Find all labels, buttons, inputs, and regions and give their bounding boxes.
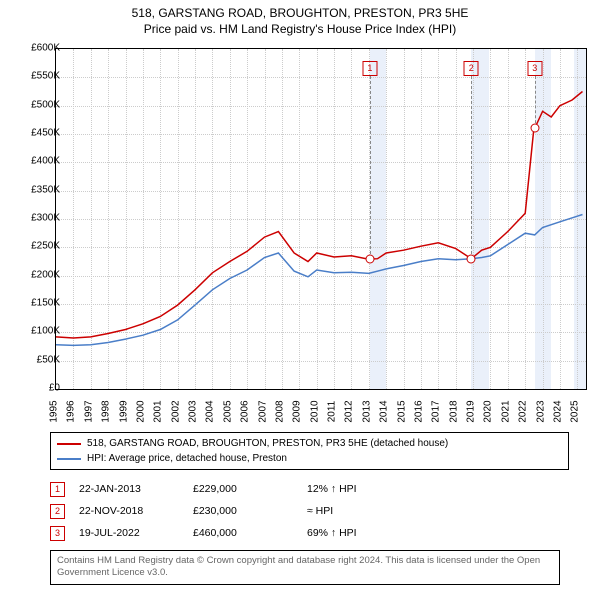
title-line-2: Price paid vs. HM Land Registry's House …: [0, 22, 600, 38]
table-row: 2 22-NOV-2018 £230,000 ≈ HPI: [50, 500, 427, 522]
x-axis-label: 2008: [275, 400, 286, 422]
chart-container: 518, GARSTANG ROAD, BROUGHTON, PRESTON, …: [0, 0, 600, 590]
tx-price: £460,000: [193, 527, 293, 539]
x-axis-label: 2009: [292, 400, 303, 422]
series-property: [56, 92, 583, 339]
x-axis-label: 1995: [49, 400, 60, 422]
marker-dot: [467, 254, 476, 263]
marker-dot: [365, 255, 374, 264]
tx-rel: ≈ HPI: [307, 505, 427, 517]
x-axis-label: 2013: [361, 400, 372, 422]
y-axis-label: £0: [12, 383, 60, 394]
y-axis-label: £200K: [12, 269, 60, 280]
y-axis-label: £600K: [12, 43, 60, 54]
marker-line: [471, 76, 472, 259]
x-axis-label: 2022: [518, 400, 529, 422]
x-axis-label: 1998: [101, 400, 112, 422]
x-axis-label: 2004: [205, 400, 216, 422]
tx-marker: 1: [50, 482, 65, 497]
y-axis-label: £300K: [12, 213, 60, 224]
marker-line: [370, 76, 371, 259]
x-axis-label: 2006: [240, 400, 251, 422]
chart-area: 1 2 3: [55, 48, 587, 390]
x-axis-label: 2025: [570, 400, 581, 422]
tx-rel: 12% ↑ HPI: [307, 483, 427, 495]
transaction-marker: 1: [362, 61, 377, 76]
chart-series: [56, 49, 586, 389]
legend-row-property: 518, GARSTANG ROAD, BROUGHTON, PRESTON, …: [57, 436, 562, 451]
x-axis-label: 2007: [257, 400, 268, 422]
tx-price: £229,000: [193, 483, 293, 495]
x-axis-label: 2003: [188, 400, 199, 422]
y-axis-label: £50K: [12, 354, 60, 365]
x-axis-label: 2019: [466, 400, 477, 422]
y-axis-label: £400K: [12, 156, 60, 167]
x-axis-label: 2023: [535, 400, 546, 422]
x-axis-label: 2024: [553, 400, 564, 422]
legend-label-property: 518, GARSTANG ROAD, BROUGHTON, PRESTON, …: [87, 436, 448, 451]
x-axis-label: 2001: [153, 400, 164, 422]
tx-price: £230,000: [193, 505, 293, 517]
x-axis-label: 1997: [83, 400, 94, 422]
y-axis-label: £150K: [12, 298, 60, 309]
x-axis-label: 2017: [431, 400, 442, 422]
y-axis-label: £500K: [12, 99, 60, 110]
x-axis-label: 2018: [448, 400, 459, 422]
x-axis-label: 2005: [222, 400, 233, 422]
copyright-notice: Contains HM Land Registry data © Crown c…: [50, 550, 560, 585]
transaction-marker: 3: [527, 61, 542, 76]
table-row: 3 19-JUL-2022 £460,000 69% ↑ HPI: [50, 522, 427, 544]
x-axis-label: 2020: [483, 400, 494, 422]
y-axis-label: £550K: [12, 71, 60, 82]
marker-dot: [530, 124, 539, 133]
x-axis-label: 2002: [170, 400, 181, 422]
legend-label-hpi: HPI: Average price, detached house, Pres…: [87, 451, 287, 466]
transaction-marker: 2: [464, 61, 479, 76]
x-axis-label: 2012: [344, 400, 355, 422]
x-axis-label: 2000: [136, 400, 147, 422]
tx-date: 22-JAN-2013: [79, 483, 179, 495]
title-block: 518, GARSTANG ROAD, BROUGHTON, PRESTON, …: [0, 0, 600, 37]
x-axis-label: 1996: [66, 400, 77, 422]
tx-date: 22-NOV-2018: [79, 505, 179, 517]
y-axis-label: £450K: [12, 128, 60, 139]
tx-rel: 69% ↑ HPI: [307, 527, 427, 539]
y-axis-label: £100K: [12, 326, 60, 337]
x-axis-label: 2014: [379, 400, 390, 422]
tx-marker: 3: [50, 526, 65, 541]
x-axis-label: 2021: [500, 400, 511, 422]
table-row: 1 22-JAN-2013 £229,000 12% ↑ HPI: [50, 478, 427, 500]
transactions-table: 1 22-JAN-2013 £229,000 12% ↑ HPI 2 22-NO…: [50, 478, 427, 544]
title-line-1: 518, GARSTANG ROAD, BROUGHTON, PRESTON, …: [0, 6, 600, 22]
y-axis-label: £250K: [12, 241, 60, 252]
x-axis-label: 2015: [396, 400, 407, 422]
tx-marker: 2: [50, 504, 65, 519]
x-axis-label: 1999: [118, 400, 129, 422]
legend: 518, GARSTANG ROAD, BROUGHTON, PRESTON, …: [50, 432, 569, 470]
marker-line: [535, 76, 536, 128]
legend-row-hpi: HPI: Average price, detached house, Pres…: [57, 451, 562, 466]
legend-swatch-property: [57, 443, 81, 445]
x-axis-label: 2016: [414, 400, 425, 422]
x-axis-label: 2011: [326, 401, 337, 423]
x-axis-label: 2010: [309, 400, 320, 422]
tx-date: 19-JUL-2022: [79, 527, 179, 539]
y-axis-label: £350K: [12, 184, 60, 195]
legend-swatch-hpi: [57, 458, 81, 460]
